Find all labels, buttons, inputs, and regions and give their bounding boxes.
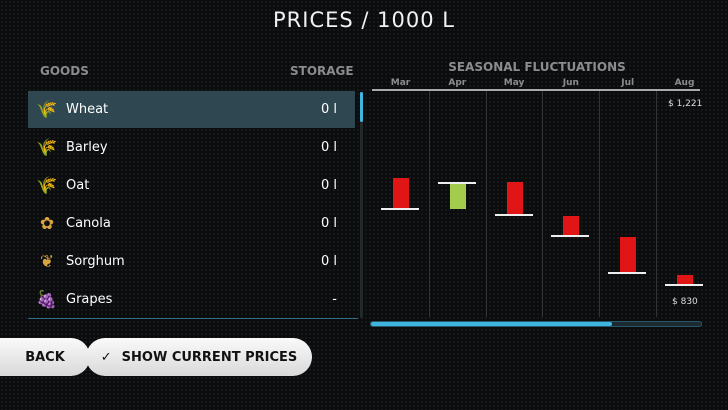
fluctuation-bar [620,236,637,273]
goods-name: Oat [66,178,90,193]
price-level-line [665,284,703,287]
goods-name: Sorghum [66,254,125,269]
back-button[interactable]: BACK [0,338,90,376]
canola-icon: ✿ [39,213,55,234]
oat-icon: 🌾 [36,175,58,196]
barley-icon: 🌾 [36,137,58,158]
month-label: Mar [390,78,411,88]
goods-storage: 0 l [320,102,337,117]
price-level-line [381,208,419,211]
grapes-icon: 🍇 [36,289,58,310]
min-price-label: $ 830 [672,297,698,307]
goods-row-grapes[interactable]: 🍇 Grapes - [28,281,355,318]
goods-name: Barley [66,140,108,155]
goods-row-barley[interactable]: 🌾 Barley 0 l [28,129,355,166]
goods-name: Grapes [66,292,113,307]
fluctuation-bar [449,182,466,210]
fluctuation-bar [677,275,693,286]
goods-storage: 0 l [320,216,337,231]
chart-horizontal-scrollbar[interactable] [370,321,702,327]
goods-name: Canola [66,216,111,231]
list-scrollbar[interactable] [360,92,363,318]
price-level-line [551,234,590,237]
goods-header: GOODS [40,64,89,78]
month-divider [656,91,657,317]
goods-storage: 0 l [320,140,337,155]
goods-storage: 0 l [320,254,337,269]
check-icon: ✓ [100,349,112,365]
price-level-line [494,213,533,216]
fluctuation-bar [563,215,580,236]
price-level-line [608,271,647,274]
fluctuation-bar [393,177,409,210]
month-divider [599,91,601,317]
month-divider [485,91,487,317]
max-price-label: $ 1,221 [668,99,703,109]
sorghum-icon: ❦ [39,251,55,272]
month-label: May [503,78,525,88]
goods-storage: 0 l [320,178,337,193]
wheat-icon: 🌾 [36,99,58,120]
month-divider [542,91,544,317]
show-current-label: SHOW CURRENT PRICES [121,349,298,365]
goods-row-sorghum[interactable]: ❦ Sorghum 0 l [28,243,355,280]
month-label: Apr [448,78,467,88]
price-level-line [437,181,476,184]
month-label: Jul [621,78,635,88]
goods-name: Wheat [66,102,109,117]
back-label: BACK [25,349,65,365]
month-axis [372,89,700,91]
show-current-prices-button[interactable]: ✓ SHOW CURRENT PRICES [86,338,312,376]
month-divider [428,91,430,317]
goods-row-oat[interactable]: 🌾 Oat 0 l [28,167,355,204]
month-label: Aug [674,78,695,88]
list-divider [28,318,358,319]
page-title: PRICES / 1000 L [273,8,455,32]
chart-title: SEASONAL FLUCTUATIONS [448,60,626,74]
goods-row-wheat[interactable]: 🌾 Wheat 0 l [28,91,355,128]
goods-storage: - [332,292,337,307]
month-label: Jun [562,78,579,88]
storage-header: STORAGE [290,64,354,78]
goods-row-canola[interactable]: ✿ Canola 0 l [28,205,355,242]
fluctuation-bar [506,181,523,215]
